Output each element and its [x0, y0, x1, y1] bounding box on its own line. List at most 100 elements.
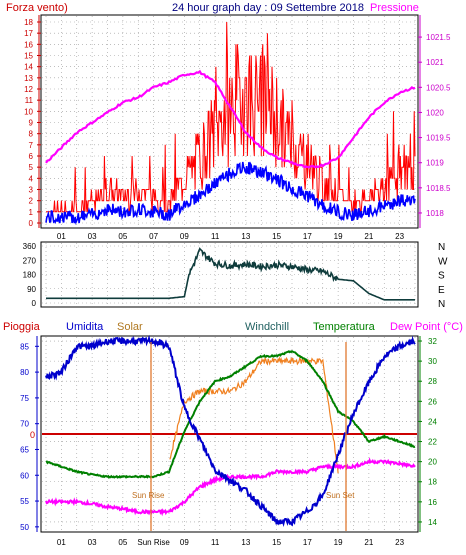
temperature-tick-label: 28: [428, 377, 437, 386]
wind-tick-label: 12: [24, 85, 33, 94]
x-tick-label: 23: [395, 232, 404, 241]
windchill-label: Windchill: [245, 321, 289, 333]
compass-label: W: [438, 256, 448, 267]
x-tick-label: 17: [303, 538, 312, 547]
wind-tick-label: 3: [29, 186, 34, 195]
compass-label: N: [438, 242, 445, 253]
direction-series: [46, 247, 415, 301]
x-tick-label: 01: [57, 232, 66, 241]
temperature-tick-label: 30: [428, 357, 437, 366]
wind-tick-label: 14: [24, 63, 33, 72]
compass-label: E: [438, 285, 445, 296]
wind-tick-label: 7: [29, 141, 34, 150]
dewpoint-line: [45, 457, 416, 517]
chart-title: 24 hour graph day : 09 Settembre 2018: [172, 2, 364, 14]
humidity-tick-label: 60: [20, 471, 29, 480]
wind-tick-label: 10: [24, 107, 33, 116]
wind-tick-label: 0: [29, 219, 34, 228]
temp-humidity-panel: Pioggia Umidita Solar Windchill Temperat…: [3, 321, 463, 547]
humidity-line: [45, 334, 416, 527]
humidity-tick-label: 80: [20, 368, 29, 377]
dewpoint-label: Dew Point (°C): [390, 321, 463, 333]
pressure-tick-label: 1021.5: [426, 33, 451, 42]
wind-tick-label: 6: [29, 152, 34, 161]
x-tick-label: 11: [211, 232, 220, 241]
temp-series: [42, 334, 417, 527]
solar-line: [169, 355, 339, 474]
x-tick-label: 17: [303, 232, 312, 241]
temperature-label: Temperatura: [313, 321, 376, 333]
temperature-tick-label: 20: [428, 458, 437, 467]
wind-tick-label: 13: [24, 74, 33, 83]
humidity-tick-label: 75: [20, 394, 29, 403]
pressure-tick-label: 1018: [426, 209, 444, 218]
wind-pressure-panel: Forza vento) 24 hour graph day : 09 Sett…: [6, 2, 451, 241]
x-tick-label: 13: [241, 232, 250, 241]
x-tick-label: 23: [395, 538, 404, 547]
solar-label: Solar: [117, 321, 143, 333]
temp-x-ticks: 01 03 05 Sun Rise 09 11 13 15 17 19 21 23: [57, 538, 405, 547]
x-tick-label: 15: [272, 232, 281, 241]
x-tick-label: 03: [88, 538, 97, 547]
humidity-tick-label: 50: [20, 523, 29, 532]
wind-tick-label: 4: [29, 174, 34, 183]
direction-tick-label: 0: [32, 299, 37, 308]
sunset-label: Sun Set: [326, 491, 355, 500]
sunrise-label: Sun Rise: [132, 491, 165, 500]
wind-x-ticks: 01 03 05 07 09 11 13 15 17 19 21 23: [57, 232, 405, 241]
x-tick-label: 19: [334, 538, 343, 547]
pressure-ticks: 1018 1018.5 1019 1019.5 1020 1020.5 1021 1021.5: [418, 15, 451, 228]
direction-ticks: 0 90 180 270 360: [23, 242, 37, 308]
wind-tick-label: 1: [29, 208, 34, 217]
wind-average-line: [45, 161, 416, 226]
rain-zero-label: 0: [30, 430, 35, 440]
wind-tick-label: 15: [24, 52, 33, 61]
humidity-tick-label: 65: [20, 445, 29, 454]
x-tick-label: 21: [364, 232, 373, 241]
temperature-tick-label: 32: [428, 337, 437, 346]
pressure-tick-label: 1018.5: [426, 184, 451, 193]
pressure-tick-label: 1020: [426, 108, 444, 117]
x-tick-label: 05: [118, 538, 127, 547]
wind-tick-label: 2: [29, 197, 34, 206]
pressure-tick-label: 1019.5: [426, 134, 451, 143]
x-tick-label: 21: [364, 538, 373, 547]
rain-label: Pioggia: [3, 321, 41, 333]
temperature-tick-label: 18: [428, 478, 437, 487]
wind-tick-label: 16: [24, 40, 33, 49]
x-tick-label: 01: [57, 538, 66, 547]
temperature-tick-label: 22: [428, 438, 437, 447]
temperature-ticks: 14 16 18 20 22 24 26 28 30 32: [418, 336, 437, 532]
temperature-tick-label: 14: [428, 518, 437, 527]
wind-axis-label: Forza vento): [6, 2, 68, 14]
temperature-tick-label: 26: [428, 397, 437, 406]
direction-grid: [42, 243, 417, 306]
direction-plot-area: [40, 241, 419, 308]
x-tick-label: 07: [149, 232, 158, 241]
pressure-axis-label: Pressione: [370, 2, 419, 14]
temperature-tick-label: 24: [428, 417, 437, 426]
compass-label: N: [438, 299, 445, 310]
humidity-label: Umidita: [66, 321, 104, 333]
x-tick-label: 15: [272, 538, 281, 547]
humidity-ticks: 50 55 60 65 70 75 80 85: [20, 336, 39, 532]
humidity-tick-label: 85: [20, 342, 29, 351]
x-tick-label: 11: [211, 538, 220, 547]
pressure-line: [45, 69, 416, 169]
x-tick-label: Sun Rise: [137, 538, 170, 547]
temperature-line: [45, 349, 416, 479]
pressure-tick-label: 1019: [426, 159, 444, 168]
direction-tick-label: 270: [23, 256, 37, 265]
pressure-tick-label: 1020.5: [426, 83, 451, 92]
x-tick-label: 13: [241, 538, 250, 547]
wind-tick-label: 17: [24, 29, 33, 38]
temperature-tick-label: 16: [428, 498, 437, 507]
wind-tick-label: 18: [24, 18, 33, 27]
wind-tick-label: 5: [29, 163, 34, 172]
x-tick-label: 09: [180, 538, 189, 547]
pressure-tick-label: 1021: [426, 58, 444, 67]
